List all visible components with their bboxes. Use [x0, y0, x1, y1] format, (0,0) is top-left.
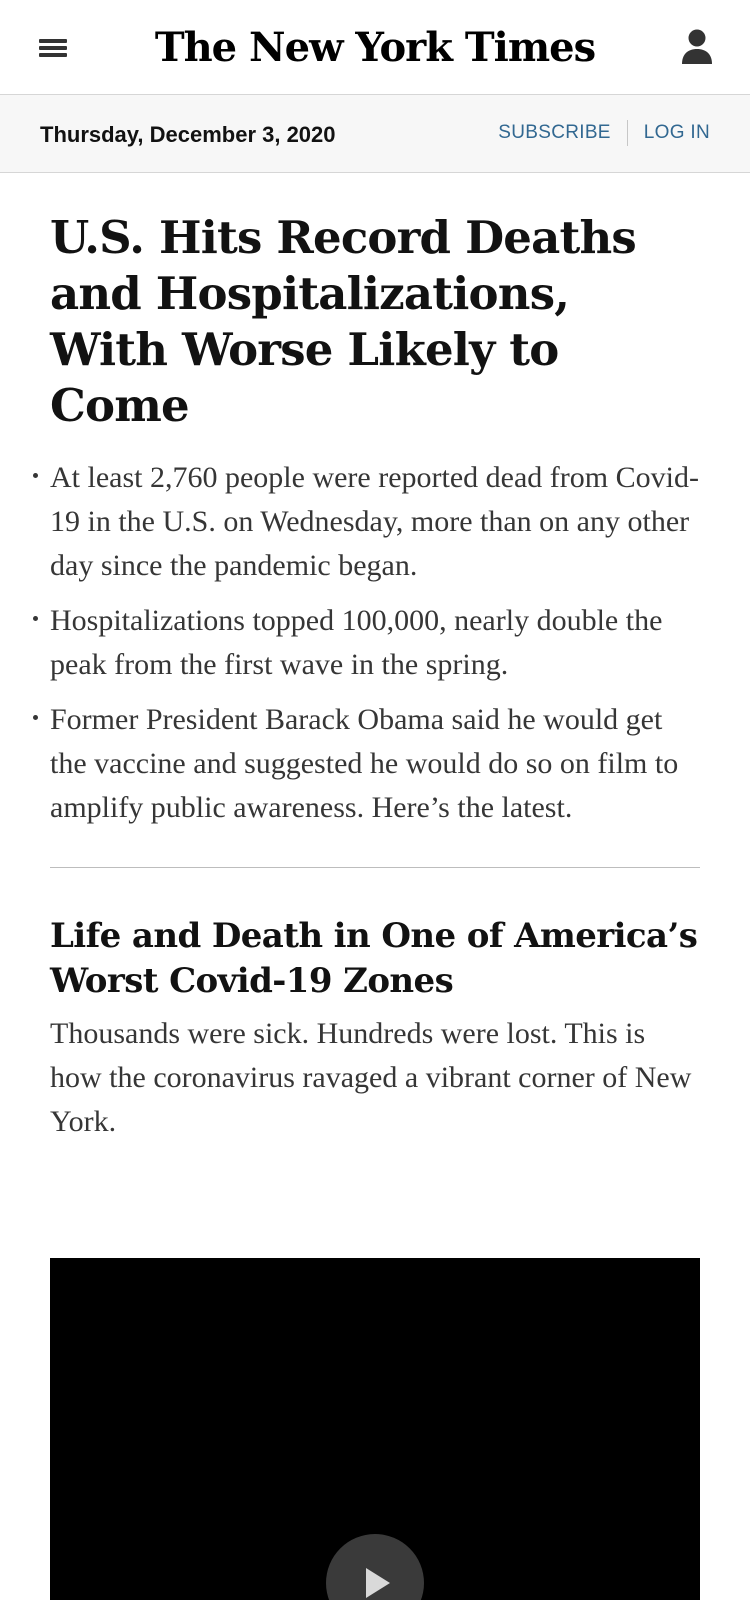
current-date: Thursday, December 3, 2020 [40, 122, 336, 147]
summary-bullet[interactable]: Former President Barack Obama said he wo… [33, 698, 700, 830]
login-link[interactable]: LOG IN [643, 122, 710, 143]
summary-bullet-text[interactable]: Hospitalizations topped 100,000, nearly … [50, 604, 663, 681]
account-links: SUBSCRIBE LOG IN [498, 120, 710, 146]
play-button[interactable] [326, 1534, 424, 1600]
video-player[interactable] [50, 1258, 700, 1600]
hamburger-menu-icon[interactable] [37, 34, 71, 62]
menu-bar-line [39, 46, 67, 50]
second-story-summary: Thousands were sick. Hundreds were lost.… [50, 1017, 692, 1138]
nyt-logo[interactable]: The New York Times [154, 24, 596, 71]
lead-story-summary-list: At least 2,760 people were reported dead… [33, 456, 700, 830]
masthead-logo-container: The New York Times [0, 22, 750, 74]
summary-bullet[interactable]: Hospitalizations topped 100,000, nearly … [33, 599, 700, 687]
main-content: U.S. Hits Record Deaths and Hospitalizat… [33, 173, 700, 1144]
summary-bullet-text[interactable]: At least 2,760 people were reported dead… [50, 461, 699, 582]
menu-bar-line [39, 39, 67, 43]
section-divider [50, 867, 700, 868]
top-header: The New York Times [0, 0, 750, 95]
second-story-headline[interactable]: Life and Death in One of America’s Worst… [50, 916, 698, 1001]
date-bar: Thursday, December 3, 2020 SUBSCRIBE LOG… [0, 95, 750, 173]
subscribe-link[interactable]: SUBSCRIBE [498, 122, 611, 143]
summary-bullet[interactable]: At least 2,760 people were reported dead… [33, 456, 700, 588]
summary-bullet-text[interactable]: Former President Barack Obama said he wo… [50, 703, 679, 824]
link-divider [626, 120, 628, 146]
menu-bar-line [39, 53, 67, 57]
play-icon [366, 1568, 390, 1598]
user-account-icon[interactable] [680, 28, 714, 66]
lead-story-headline[interactable]: U.S. Hits Record Deaths and Hospitalizat… [50, 211, 637, 432]
